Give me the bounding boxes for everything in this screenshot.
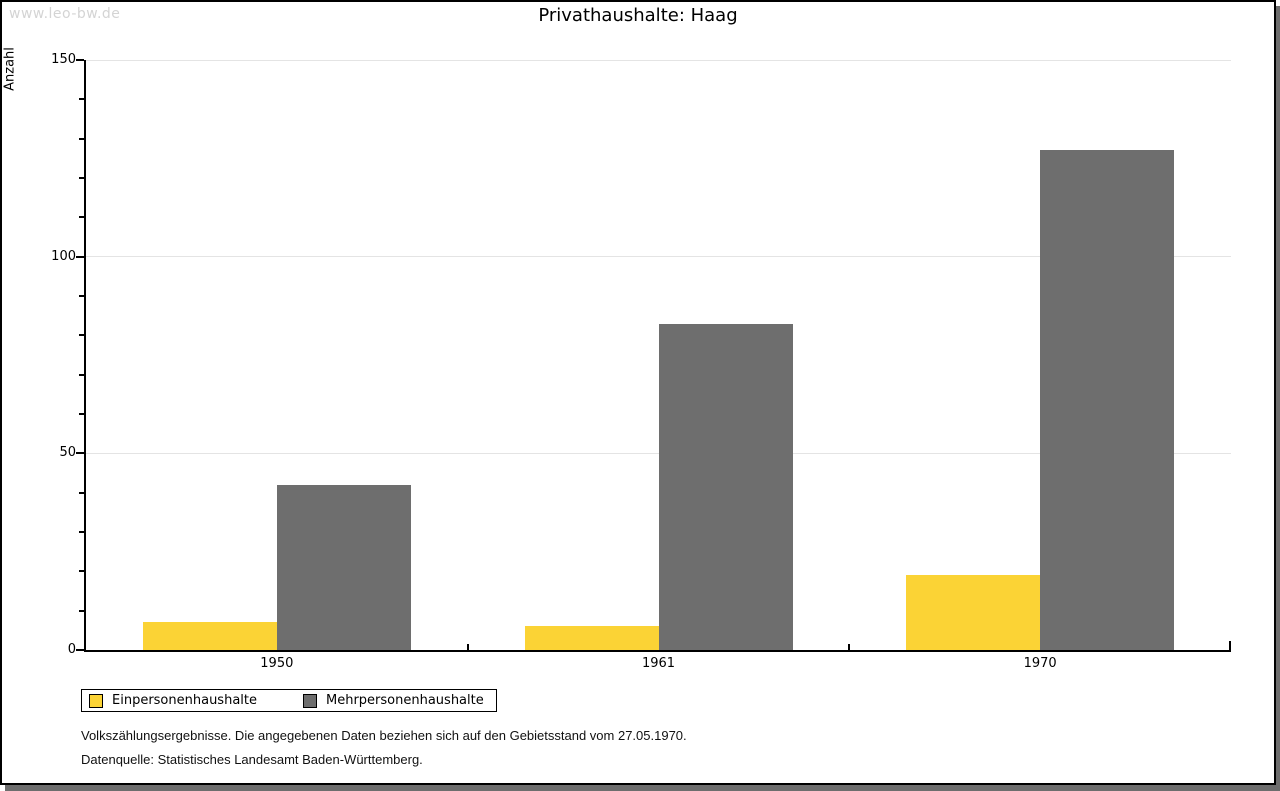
- bar-1950-mehrpersonenhaushalte: [276, 485, 411, 650]
- bar-1961-mehrpersonenhaushalte: [658, 324, 793, 650]
- y-axis-label: Anzahl: [2, 47, 18, 91]
- legend-item-mehrpersonenhaushalte: Mehrpersonenhaushalte: [303, 693, 484, 708]
- legend-label: Einpersonenhaushalte: [112, 693, 257, 708]
- y-minor-tick-130: [79, 137, 84, 140]
- y-minor-tick-30: [79, 531, 84, 533]
- y-tick-label-0: 0: [67, 641, 76, 657]
- x-tick-label-1961: 1961: [641, 656, 676, 671]
- y-tick-0: [76, 649, 84, 651]
- footer-note-source-1: Volkszählungsergebnisse. Die angegebenen…: [81, 728, 687, 743]
- y-minor-tick-90: [79, 295, 84, 297]
- y-minor-tick-70: [79, 373, 84, 376]
- y-minor-tick-120: [79, 177, 84, 179]
- y-minor-tick-110: [79, 216, 84, 219]
- legend-swatch-icon: [303, 693, 317, 708]
- watermark: www.leo-bw.de: [9, 6, 121, 22]
- y-minor-tick-60: [79, 413, 84, 415]
- bar-1950-einpersonenhaushalte: [142, 622, 277, 650]
- y-minor-tick-140: [79, 98, 84, 101]
- gridline-150: [86, 59, 1231, 61]
- legend-swatch-icon: [89, 693, 103, 708]
- x-group-divider-1: [466, 644, 469, 650]
- legend-item-einpersonenhaushalte: Einpersonenhaushalte: [89, 693, 257, 708]
- y-minor-tick-80: [79, 334, 84, 337]
- legend-label: Mehrpersonenhaushalte: [326, 693, 484, 708]
- gridline-100: [86, 256, 1231, 258]
- bar-1970-einpersonenhaushalte: [906, 575, 1041, 650]
- y-minor-tick-10: [79, 609, 84, 612]
- legend: Einpersonenhaushalte Mehrpersonenhaushalt…: [81, 689, 497, 712]
- x-group-divider-2: [848, 644, 851, 650]
- x-tick-label-1970: 1970: [1023, 656, 1057, 671]
- x-axis-end-tick: [1229, 641, 1231, 650]
- x-tick-label-1950: 1950: [260, 656, 294, 671]
- footer-note-source-2: Datenquelle: Statistisches Landesamt Bad…: [81, 752, 423, 767]
- plot-area: 0 50 100 150 1950 1961 1970: [51, 52, 1231, 671]
- y-tick-100: [76, 255, 84, 258]
- y-tick-label-100: 100: [51, 248, 76, 264]
- bar-1970-mehrpersonenhaushalte: [1040, 150, 1175, 650]
- y-tick-150: [76, 59, 84, 61]
- y-tick-label-50: 50: [59, 445, 76, 461]
- y-tick-50: [76, 452, 84, 455]
- y-tick-label-150: 150: [51, 51, 76, 67]
- y-minor-tick-40: [79, 491, 84, 494]
- chart-title: Privathaushalte: Haag: [538, 5, 738, 26]
- y-minor-tick-20: [79, 570, 84, 573]
- bar-1961-einpersonenhaushalte: [524, 626, 659, 650]
